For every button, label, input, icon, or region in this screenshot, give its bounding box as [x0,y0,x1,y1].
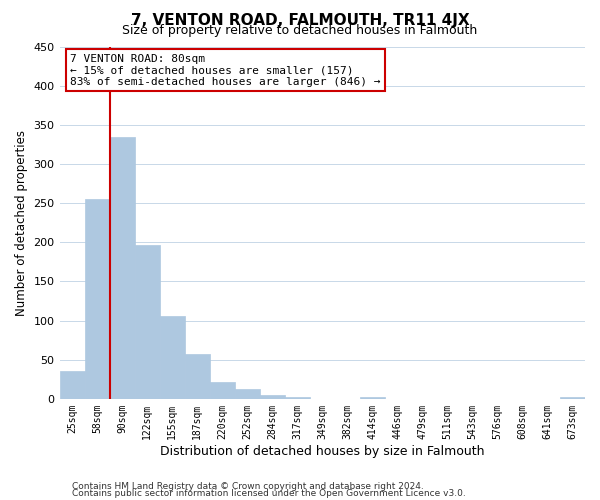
Text: Contains HM Land Registry data © Crown copyright and database right 2024.: Contains HM Land Registry data © Crown c… [72,482,424,491]
Bar [59,370,85,399]
Bar [160,316,185,399]
Y-axis label: Number of detached properties: Number of detached properties [15,130,28,316]
Text: 7, VENTON ROAD, FALMOUTH, TR11 4JX: 7, VENTON ROAD, FALMOUTH, TR11 4JX [131,12,469,28]
Bar [85,199,110,399]
Bar [209,382,235,399]
Bar [235,390,260,399]
Bar [360,398,385,399]
Bar [134,244,160,399]
Text: 7 VENTON ROAD: 80sqm
← 15% of detached houses are smaller (157)
83% of semi-deta: 7 VENTON ROAD: 80sqm ← 15% of detached h… [70,54,380,86]
Bar [260,395,285,399]
Bar [285,398,310,399]
Text: Size of property relative to detached houses in Falmouth: Size of property relative to detached ho… [122,24,478,37]
Bar [110,136,134,399]
Text: Contains public sector information licensed under the Open Government Licence v3: Contains public sector information licen… [72,489,466,498]
Bar [185,354,209,399]
X-axis label: Distribution of detached houses by size in Falmouth: Distribution of detached houses by size … [160,444,485,458]
Bar [560,398,585,399]
